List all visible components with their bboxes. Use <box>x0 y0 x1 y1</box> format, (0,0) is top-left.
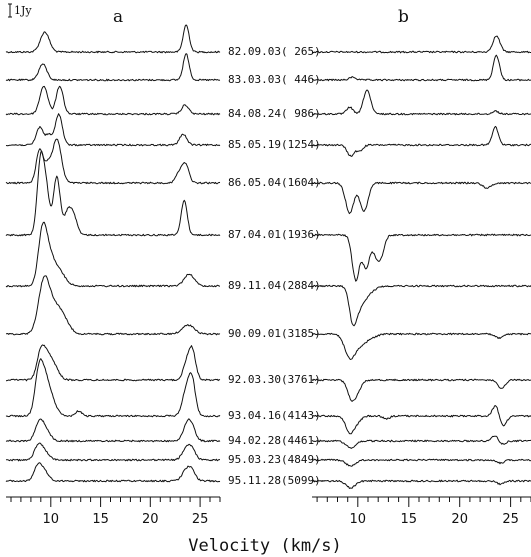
spectrum-trace-b-8911042884 <box>311 284 531 327</box>
spectrum-trace-b-9503234849 <box>311 458 531 467</box>
epoch-label: 92.03.30(3761) <box>228 373 321 386</box>
epoch-label: 84.08.24( 986) <box>228 107 321 120</box>
x-tick-label: 25 <box>192 512 209 527</box>
epoch-label: 95.03.23(4849) <box>228 453 321 466</box>
x-tick-label: 10 <box>43 512 60 527</box>
spectrum-trace-a-9009013185 <box>5 275 221 336</box>
spectrum-trace-a-8704011936 <box>5 150 221 237</box>
spectrum-trace-a-9304164143 <box>5 358 221 418</box>
spectrum-trace-b-820903265 <box>311 35 531 54</box>
panel-b-traces <box>311 35 531 489</box>
x-tick-label: 20 <box>451 512 468 527</box>
spectrum-trace-b-9511285099 <box>311 479 531 489</box>
epoch-label: 95.11.28(5099) <box>228 474 321 487</box>
x-tick-label: 15 <box>401 512 418 527</box>
spectrum-trace-b-8505191254 <box>311 125 531 157</box>
epoch-label: 94.02.28(4461) <box>228 434 321 447</box>
spectrum-trace-a-820903265 <box>5 24 221 54</box>
x-tick-label: 20 <box>142 512 159 527</box>
x-tick-label: 15 <box>92 512 109 527</box>
spectrum-trace-b-830303446 <box>311 54 531 82</box>
epoch-label: 83.03.03( 446) <box>228 73 321 86</box>
spectrum-trace-a-8505191254 <box>5 113 221 147</box>
epoch-label: 90.09.01(3185) <box>228 327 321 340</box>
epoch-label: 89.11.04(2884) <box>228 279 321 292</box>
panel-a-traces <box>5 24 221 483</box>
spectrum-trace-b-9009013185 <box>311 332 531 360</box>
spectrum-trace-b-9304164143 <box>312 405 531 435</box>
panel-a-x-axis: 10 15 20 25 <box>6 496 221 527</box>
spectrum-trace-b-840824986 <box>311 89 531 116</box>
flux-scale-bar: 1Jy <box>8 3 32 18</box>
spectrum-trace-b-9203303761 <box>311 378 531 402</box>
epoch-label: 85.05.19(1254) <box>228 138 321 151</box>
scale-bar-label: 1Jy <box>14 4 32 17</box>
x-axis-label: Velocity (km/s) <box>188 536 342 556</box>
spectrum-trace-b-8605041604 <box>311 181 531 215</box>
panel-a-letter: a <box>113 7 123 27</box>
x-tick-label: 25 <box>502 512 519 527</box>
panel-b-x-axis: 10 15 20 25 <box>312 496 531 527</box>
epoch-label: 93.04.16(4143) <box>228 409 321 422</box>
spectrum-trace-b-8704011936 <box>311 233 531 282</box>
spectrum-trace-a-830303446 <box>5 53 221 82</box>
spectrum-trace-a-9402284461 <box>5 418 221 443</box>
epoch-label: 86.05.04(1604) <box>228 176 321 189</box>
spectrum-trace-a-8911042884 <box>5 221 220 288</box>
spectrum-trace-a-9503234849 <box>5 442 220 462</box>
panel-b-letter: b <box>398 7 409 27</box>
epoch-labels: 82.09.03( 265) 83.03.03( 446) 84.08.24( 98… <box>228 45 321 487</box>
spectrum-trace-a-9203303761 <box>5 344 221 382</box>
spectrum-trace-a-9511285099 <box>5 462 221 483</box>
x-tick-label: 10 <box>350 512 367 527</box>
spectrum-trace-b-9402284461 <box>311 435 531 449</box>
epoch-label: 82.09.03( 265) <box>228 45 321 58</box>
spectrum-trace-a-840824986 <box>5 85 221 116</box>
epoch-label: 87.04.01(1936) <box>228 228 321 241</box>
